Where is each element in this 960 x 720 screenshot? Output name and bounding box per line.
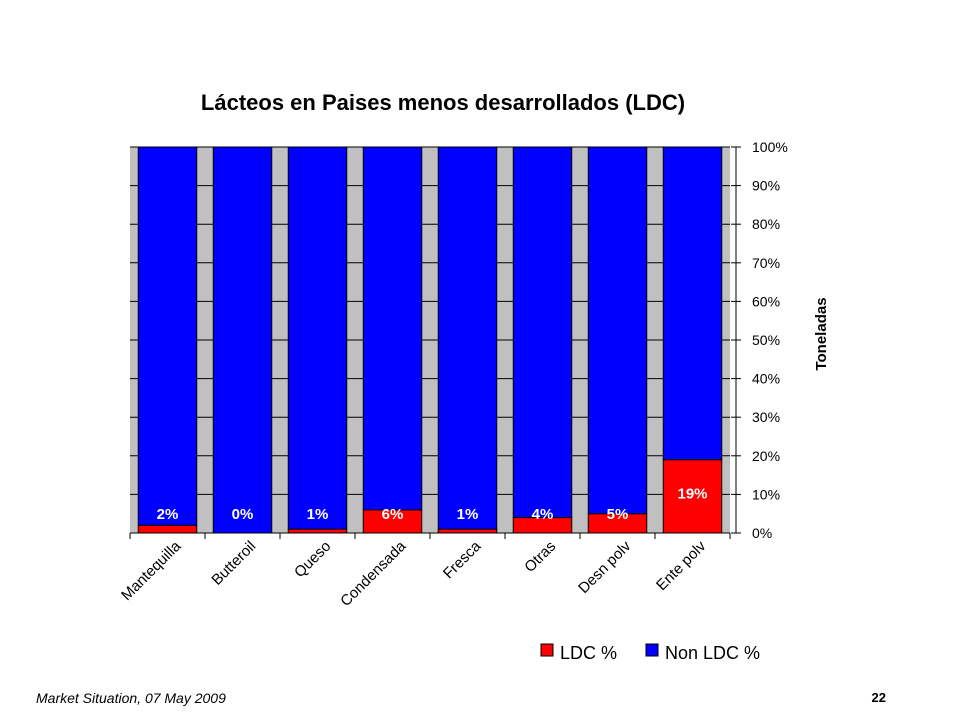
y-tick-label: 10% [752,486,780,502]
y-tick-label: 70% [752,255,780,271]
x-tick-label: Desn polv [575,537,635,597]
bars [137,146,723,534]
x-tick-label: Mantequilla [118,537,185,604]
bar-non-ldc [437,146,498,530]
data-label: 1% [307,506,329,523]
bar-ldc [137,524,198,534]
y-tick-label: 100% [752,139,788,155]
y-tick-label: 90% [752,178,780,194]
bar-ldc [662,459,723,534]
legend-swatch [540,643,554,657]
data-label: 19% [677,486,707,503]
bar-ldc [287,528,348,534]
bar-non-ldc [587,146,648,515]
y-axis: 0% 10% 20% 30% 40% 50% 60% 70% 80% 90% 100% [731,139,788,541]
x-tick-label: Otras [521,538,559,576]
x-tick-label: Butteroil [208,538,259,589]
y-tick-label: 20% [752,448,780,464]
page-number: 22 [871,690,886,705]
x-tick-label: Ente polv [653,537,710,594]
y-tick-label: 50% [752,332,780,348]
footer-source: Market Situation, 07 May 2009 [36,690,226,706]
legend-label: Non LDC % [665,643,760,663]
x-tick-label: Queso [291,538,334,581]
x-axis: Mantequilla Butteroil Queso Condensada Fresc… [118,532,731,610]
y-axis-title: Toneladas [813,297,830,370]
data-label: 5% [607,506,629,523]
x-tick-label: Condensada [337,537,410,610]
legend-swatch [645,643,659,657]
y-tick-label: 30% [752,409,780,425]
y-tick-label: 0% [752,525,772,541]
y-tick-label: 40% [752,371,780,387]
bar-non-ldc [512,146,573,519]
data-label: 1% [457,506,479,523]
x-tick-label: Fresca [440,537,485,582]
legend: LDC % Non LDC % [540,643,760,663]
bar-non-ldc [212,146,273,534]
data-label: 0% [232,506,254,523]
chart-title: Lácteos en Paises menos desarrollados (L… [201,90,685,115]
bar-non-ldc [362,146,423,511]
y-tick-label: 60% [752,293,780,309]
bar-non-ldc [662,146,723,461]
data-label: 2% [157,506,179,523]
data-labels: 2% 0% 1% 6% 1% 4% 5% 19% [157,486,708,523]
data-label: 6% [382,506,404,523]
data-label: 4% [532,506,554,523]
bar-ldc [437,528,498,534]
legend-label: LDC % [560,643,617,663]
bar-non-ldc [287,146,348,530]
bar-non-ldc [137,146,198,526]
y-tick-label: 80% [752,216,780,232]
